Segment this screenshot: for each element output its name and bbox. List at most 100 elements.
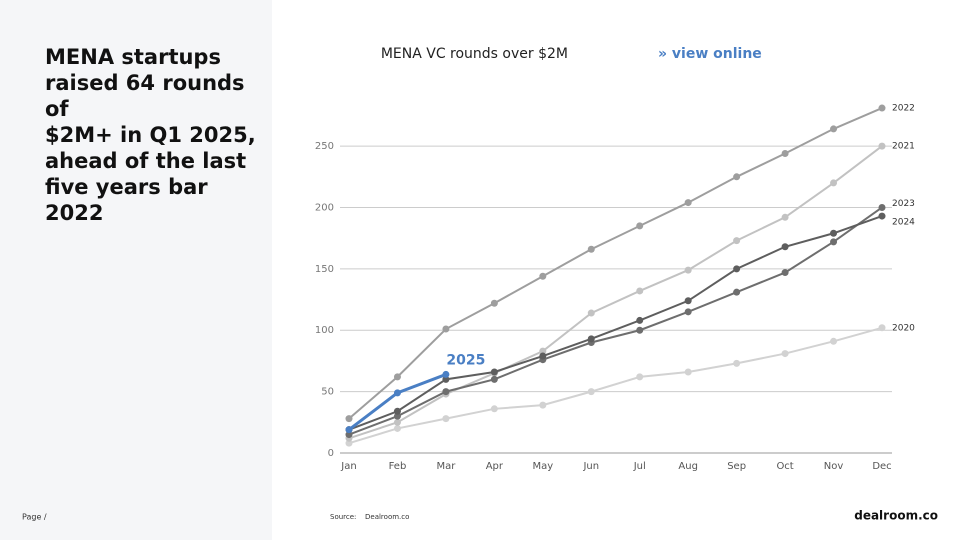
point	[830, 337, 838, 345]
point	[733, 288, 741, 296]
point	[393, 389, 401, 397]
point	[684, 308, 692, 316]
x-tick-label: Aug	[678, 461, 698, 472]
x-tick-label: Feb	[389, 461, 407, 472]
headline-line: five years bar 2022	[45, 175, 208, 225]
logo: dealroom.co	[854, 509, 938, 523]
x-tick-label: Jun	[582, 461, 599, 472]
point	[442, 325, 450, 333]
point	[733, 359, 741, 367]
point	[490, 375, 498, 383]
y-tick-label: 200	[315, 202, 334, 213]
y-tick-label: 50	[321, 387, 334, 398]
point	[684, 297, 692, 305]
series-label: 2020	[892, 323, 915, 333]
point	[830, 229, 838, 237]
x-tick-label: Sep	[727, 461, 746, 472]
point	[733, 265, 741, 273]
point	[442, 370, 450, 378]
point	[830, 125, 838, 133]
point	[684, 199, 692, 207]
point	[539, 347, 547, 355]
point	[587, 309, 595, 317]
series-label: 2022	[892, 104, 915, 114]
point	[733, 237, 741, 245]
point	[393, 407, 401, 415]
point	[781, 269, 789, 277]
point	[490, 368, 498, 376]
x-tick-label: Apr	[486, 461, 504, 472]
point	[345, 439, 353, 447]
point	[442, 375, 450, 383]
point	[781, 350, 789, 358]
point	[684, 368, 692, 376]
point	[636, 373, 644, 381]
point	[781, 149, 789, 157]
point	[878, 203, 886, 211]
point	[442, 415, 450, 423]
headline-line: ahead of the last	[45, 149, 247, 173]
point	[636, 316, 644, 324]
point	[345, 415, 353, 423]
point	[539, 401, 547, 409]
series-line	[348, 145, 883, 440]
x-tick-label: May	[532, 461, 553, 472]
point	[490, 299, 498, 307]
point	[684, 266, 692, 274]
x-tick-label: Jul	[633, 461, 646, 472]
point	[393, 412, 401, 420]
point	[830, 238, 838, 246]
series-label: 2024	[892, 218, 915, 228]
y-tick-label: 250	[315, 141, 334, 152]
source: Dealroom.co	[365, 513, 409, 521]
point	[636, 287, 644, 295]
point	[587, 388, 595, 396]
point	[636, 222, 644, 230]
headline-line: MENA startups	[45, 45, 221, 69]
point	[781, 213, 789, 221]
page-label: Page /	[22, 513, 47, 522]
point	[442, 388, 450, 396]
series-label: 2025	[446, 352, 485, 368]
point	[393, 424, 401, 432]
series-line	[348, 215, 883, 431]
point	[587, 245, 595, 253]
x-tick-label: Dec	[872, 461, 891, 472]
point	[733, 173, 741, 181]
point	[878, 212, 886, 220]
point	[393, 373, 401, 381]
point	[636, 326, 644, 334]
x-tick-label: Jan	[340, 461, 356, 472]
series-line	[348, 107, 883, 420]
point	[490, 405, 498, 413]
point	[878, 324, 886, 332]
y-tick-label: 150	[315, 264, 334, 275]
point	[830, 179, 838, 187]
series-label: 2021	[892, 142, 915, 152]
y-tick-label: 0	[328, 448, 334, 459]
y-tick-label: 100	[315, 325, 334, 336]
x-tick-label: Nov	[824, 461, 844, 472]
headline-line: $2M+ in Q1 2025,	[45, 123, 256, 147]
point	[781, 243, 789, 251]
side-panel: MENA startups raised 64 rounds of $2M+ in …	[0, 0, 272, 540]
point	[878, 104, 886, 112]
series-label: 2023	[892, 199, 915, 209]
point	[345, 431, 353, 439]
chart-title: MENA VC rounds over $2M	[381, 46, 568, 62]
headline-line: raised 64 rounds of	[45, 71, 245, 121]
point	[345, 426, 353, 434]
view-online-link[interactable]: » view online	[658, 46, 762, 62]
point	[878, 142, 886, 150]
series-line	[348, 326, 883, 445]
series-line	[348, 206, 883, 436]
source-label: Source:	[330, 513, 356, 521]
point	[539, 352, 547, 360]
headline: MENA startups raised 64 rounds of $2M+ in …	[45, 44, 272, 226]
point	[587, 335, 595, 343]
point	[393, 418, 401, 426]
point	[539, 272, 547, 280]
x-tick-label: Oct	[776, 461, 793, 472]
